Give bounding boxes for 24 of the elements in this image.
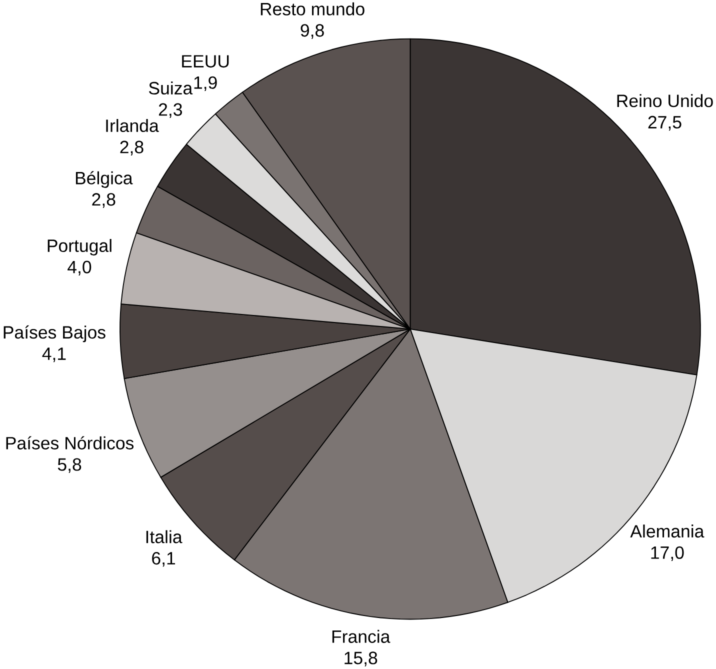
- data-label: 27,5: [648, 116, 682, 131]
- slice-label: Portugal: [48, 239, 112, 256]
- data-label: 1,9: [194, 76, 217, 92]
- slice-label: Reino Unido: [617, 94, 713, 108]
- data-label: 15,8: [344, 652, 378, 666]
- data-label: 5,8: [58, 458, 82, 474]
- data-label: 2,8: [92, 193, 116, 208]
- slice-label: Italia: [146, 530, 182, 544]
- slice-label: Bélgica: [76, 171, 133, 188]
- data-label: 6,1: [152, 552, 176, 567]
- data-label: 9,8: [300, 24, 324, 39]
- data-label: 2,8: [120, 140, 144, 156]
- data-label: 17,0: [651, 546, 684, 562]
- slice-label: Países Bajos: [4, 326, 106, 342]
- data-label: 4,1: [42, 348, 66, 362]
- slice-label: Países Nórdicos: [6, 436, 134, 450]
- slice-label: Irlanda: [106, 119, 159, 132]
- slice-label: Suiza: [148, 82, 193, 95]
- slice-label: EEUU: [182, 55, 229, 68]
- slice-label: Francia: [332, 630, 390, 644]
- data-label: 2,3: [158, 103, 182, 118]
- data-label: 4,0: [68, 260, 92, 276]
- slice-label: Alemania: [630, 524, 704, 538]
- slice-label: Resto mundo: [260, 2, 364, 16]
